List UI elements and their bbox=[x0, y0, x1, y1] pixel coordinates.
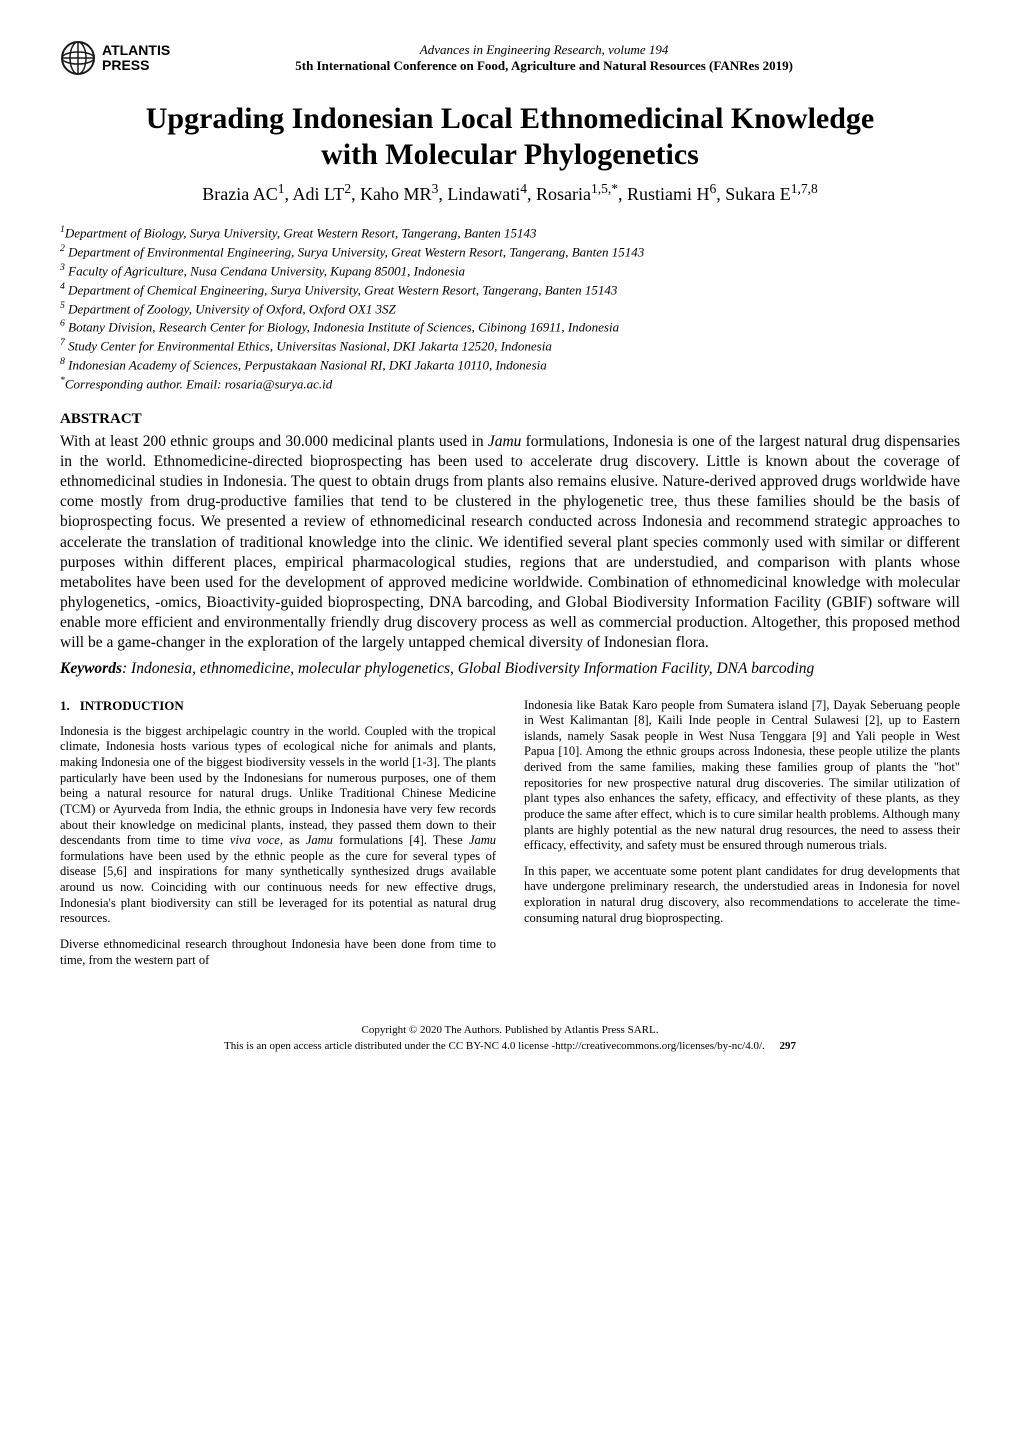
affiliation: 2 Department of Environmental Engineerin… bbox=[60, 242, 960, 261]
authors-line: Brazia AC1, Adi LT2, Kaho MR3, Lindawati… bbox=[60, 181, 960, 205]
affiliation: *Corresponding author. Email: rosaria@su… bbox=[60, 374, 960, 393]
license-text: This is an open access article distribut… bbox=[224, 1040, 765, 1052]
affiliation: 7 Study Center for Environmental Ethics,… bbox=[60, 336, 960, 355]
conference-line: 5th International Conference on Food, Ag… bbox=[170, 58, 918, 74]
affiliation: 6 Botany Division, Research Center for B… bbox=[60, 317, 960, 336]
body-paragraph: In this paper, we accentuate some potent… bbox=[524, 864, 960, 927]
body-paragraph: Indonesia like Batak Karo people from Su… bbox=[524, 698, 960, 854]
affiliation: 3 Faculty of Agriculture, Nusa Cendana U… bbox=[60, 261, 960, 280]
volume-line: Advances in Engineering Research, volume… bbox=[170, 42, 918, 58]
keywords-line: Keywords: Indonesia, ethnomedicine, mole… bbox=[60, 659, 960, 679]
title-line1: Upgrading Indonesian Local Ethnomedicina… bbox=[60, 101, 960, 137]
affiliation: 5 Department of Zoology, University of O… bbox=[60, 299, 960, 318]
page-header: ATLANTIS PRESS Advances in Engineering R… bbox=[60, 40, 960, 76]
header-meta: Advances in Engineering Research, volume… bbox=[170, 42, 918, 74]
affiliation: 1Department of Biology, Surya University… bbox=[60, 223, 960, 242]
abstract-text: With at least 200 ethnic groups and 30.0… bbox=[60, 432, 960, 654]
body-columns: 1. INTRODUCTION Indonesia is the biggest … bbox=[60, 698, 960, 969]
affiliations-block: 1Department of Biology, Surya University… bbox=[60, 223, 960, 393]
abstract-heading: ABSTRACT bbox=[60, 411, 960, 428]
right-column: Indonesia like Batak Karo people from Su… bbox=[524, 698, 960, 969]
affiliation: 4 Department of Chemical Engineering, Su… bbox=[60, 280, 960, 299]
page-footer: Copyright © 2020 The Authors. Published … bbox=[60, 1023, 960, 1054]
keywords-text: : Indonesia, ethnomedicine, molecular ph… bbox=[122, 660, 814, 677]
publisher-logo-text: ATLANTIS PRESS bbox=[102, 43, 170, 74]
logo-line2: PRESS bbox=[102, 58, 170, 73]
copyright-line: Copyright © 2020 The Authors. Published … bbox=[60, 1023, 960, 1038]
section-title: INTRODUCTION bbox=[80, 698, 184, 713]
publisher-logo: ATLANTIS PRESS bbox=[60, 40, 170, 76]
section-1-heading: 1. INTRODUCTION bbox=[60, 698, 496, 714]
left-column: 1. INTRODUCTION Indonesia is the biggest … bbox=[60, 698, 496, 969]
atlantis-logo-icon bbox=[60, 40, 96, 76]
title-line2: with Molecular Phylogenetics bbox=[60, 137, 960, 173]
paper-title: Upgrading Indonesian Local Ethnomedicina… bbox=[60, 101, 960, 173]
body-paragraph: Indonesia is the biggest archipelagic co… bbox=[60, 724, 496, 927]
license-line: This is an open access article distribut… bbox=[60, 1039, 960, 1054]
keywords-label: Keywords bbox=[60, 660, 122, 677]
page-number: 297 bbox=[780, 1040, 797, 1052]
section-number: 1. bbox=[60, 698, 70, 713]
affiliation: 8 Indonesian Academy of Sciences, Perpus… bbox=[60, 355, 960, 374]
logo-line1: ATLANTIS bbox=[102, 43, 170, 58]
body-paragraph: Diverse ethnomedicinal research througho… bbox=[60, 937, 496, 968]
